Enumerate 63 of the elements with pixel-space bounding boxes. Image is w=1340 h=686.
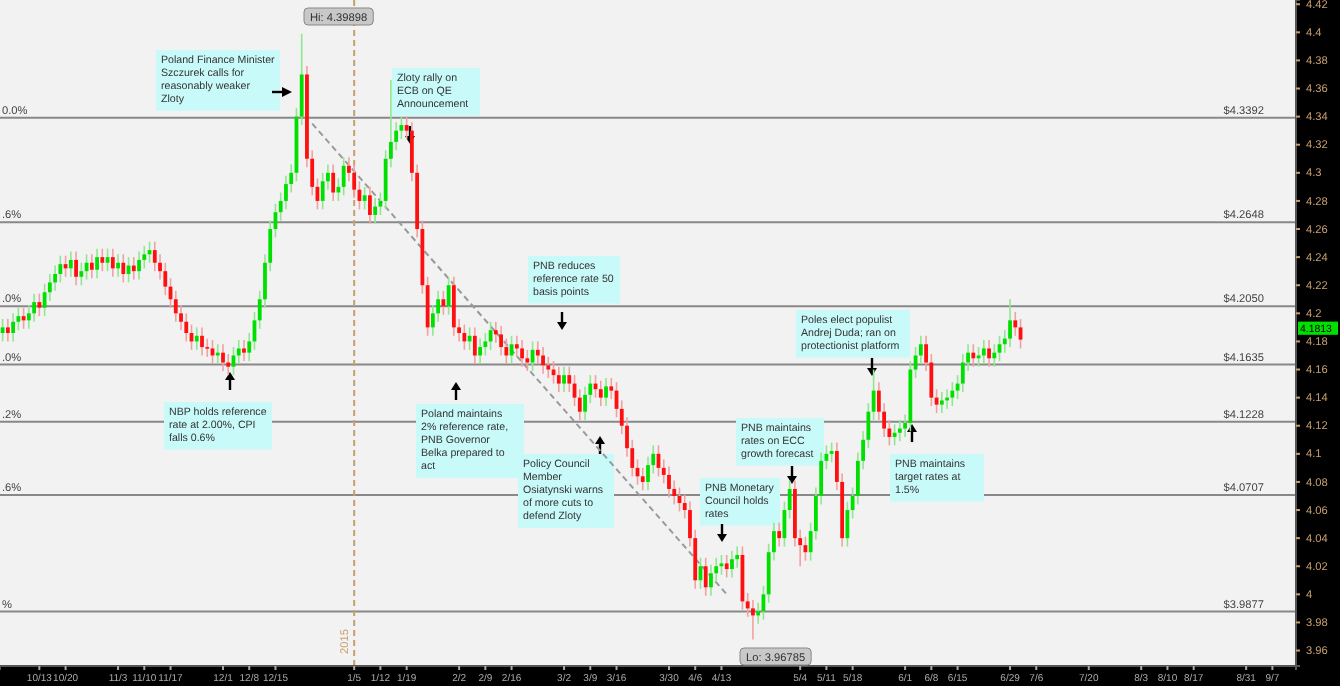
candlestick (89, 253, 94, 279)
candlestick (472, 326, 477, 365)
candlestick (541, 346, 545, 375)
candlestick (562, 365, 566, 393)
candlestick (992, 343, 997, 368)
candlestick (987, 339, 991, 368)
candlestick (939, 391, 944, 414)
candlestick (1008, 298, 1012, 348)
candlestick (95, 247, 99, 279)
candlestick (58, 254, 63, 284)
candlestick (131, 256, 136, 281)
candlestick (446, 276, 451, 316)
candlestick (667, 465, 671, 499)
candlestick (467, 326, 472, 351)
candlestick (971, 343, 976, 368)
candlestick (724, 554, 729, 579)
candlestick (777, 521, 782, 548)
candlestick (184, 312, 189, 343)
candlestick (0, 318, 5, 343)
candlestick (100, 247, 105, 272)
candlestick (556, 365, 561, 393)
candlestick (829, 441, 834, 464)
candlestick (373, 197, 378, 225)
candlestick (68, 250, 73, 278)
candlestick (730, 549, 734, 579)
candlestick (362, 186, 367, 211)
candlestick (478, 337, 482, 365)
candlestick (751, 599, 755, 641)
candlestick (598, 379, 603, 407)
candlestick (451, 276, 456, 337)
candlestick (110, 247, 115, 278)
candlestick (32, 292, 37, 323)
candlestick (499, 325, 503, 357)
candlestick (137, 250, 141, 281)
candlestick (341, 156, 346, 197)
candlestick (74, 250, 78, 287)
candlestick (735, 545, 740, 569)
candlestick (604, 377, 608, 407)
candlestick (5, 318, 10, 343)
candlestick (152, 240, 157, 272)
candlestick (11, 312, 16, 343)
candlestick (950, 381, 955, 407)
candlestick (21, 306, 26, 330)
candlestick (897, 419, 902, 442)
candlestick (441, 290, 446, 316)
candlestick (242, 339, 246, 362)
candlestick (703, 557, 708, 597)
candlestick (640, 467, 645, 492)
candlestick (194, 326, 199, 351)
candlestick (79, 261, 84, 287)
candlestick (116, 253, 120, 278)
candlestick (320, 172, 325, 211)
candlestick (200, 326, 204, 357)
candlestick (368, 186, 372, 225)
candlestick (221, 343, 225, 372)
candlestick (981, 339, 986, 365)
candlestick (37, 292, 42, 317)
candlestick (462, 323, 467, 351)
candlestick (709, 564, 713, 597)
candlestick (520, 339, 524, 368)
candlestick (121, 253, 126, 284)
candlestick (892, 423, 897, 447)
candlestick (331, 163, 336, 202)
